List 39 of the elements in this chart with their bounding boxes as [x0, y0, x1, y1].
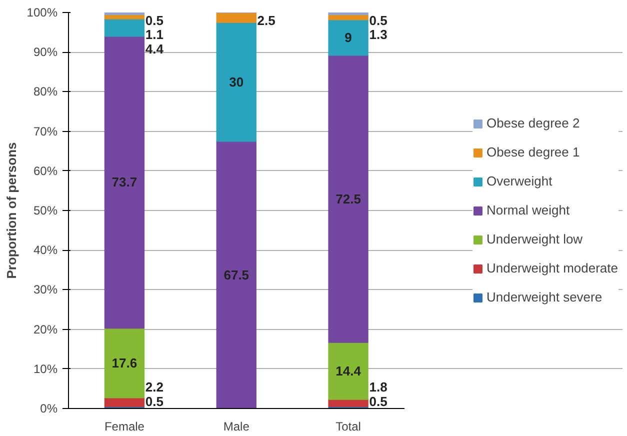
data-label: 17.6 [112, 355, 138, 370]
data-label: 14.4 [336, 363, 362, 378]
legend-label: Normal weight [486, 202, 570, 218]
y-tick-label: 80% [33, 84, 58, 99]
x-tick-label: Total [336, 420, 361, 434]
x-tick-label: Female [104, 420, 145, 434]
data-label: 0.5 [145, 12, 164, 28]
data-label: 1.8 [369, 380, 388, 395]
legend-label: Obese degree 1 [486, 144, 580, 160]
legend-label: Underweight severe [486, 290, 602, 304]
y-tick-label: 30% [33, 282, 58, 297]
y-axis-title: Proportion of persons [4, 142, 19, 279]
data-label: 9 [344, 30, 352, 45]
data-label: 4.4 [145, 41, 164, 56]
data-label: 0.5 [145, 394, 164, 409]
data-label: 2.5 [257, 12, 276, 28]
legend-label: Overweight [486, 174, 552, 188]
data-label: 0.5 [369, 394, 388, 409]
data-label: 72.5 [336, 191, 361, 206]
y-tick-label: 10% [33, 362, 58, 376]
legend-label: Underweight moderate [486, 260, 618, 276]
data-label: 30 [229, 74, 244, 90]
data-label: 0.5 [369, 12, 388, 28]
x-tick-label: Male [223, 420, 250, 434]
data-label: 67.5 [224, 267, 250, 282]
y-tick-label: 90% [33, 45, 58, 60]
y-tick-label: 100% [26, 6, 58, 20]
y-tick-label: 50% [33, 204, 58, 218]
y-tick-label: 40% [33, 243, 58, 258]
legend-label: Underweight low [486, 232, 583, 246]
legend-label: Obese degree 2 [486, 116, 580, 130]
y-tick-label: 70% [33, 124, 58, 138]
data-label: 1.1 [145, 27, 164, 42]
y-tick-label: 20% [33, 322, 58, 336]
data-label: 73.7 [112, 174, 138, 190]
y-tick-label: 0% [40, 402, 58, 416]
data-label: 1.3 [369, 27, 388, 42]
y-tick-label: 60% [33, 164, 58, 178]
data-label: 2.2 [145, 380, 164, 395]
